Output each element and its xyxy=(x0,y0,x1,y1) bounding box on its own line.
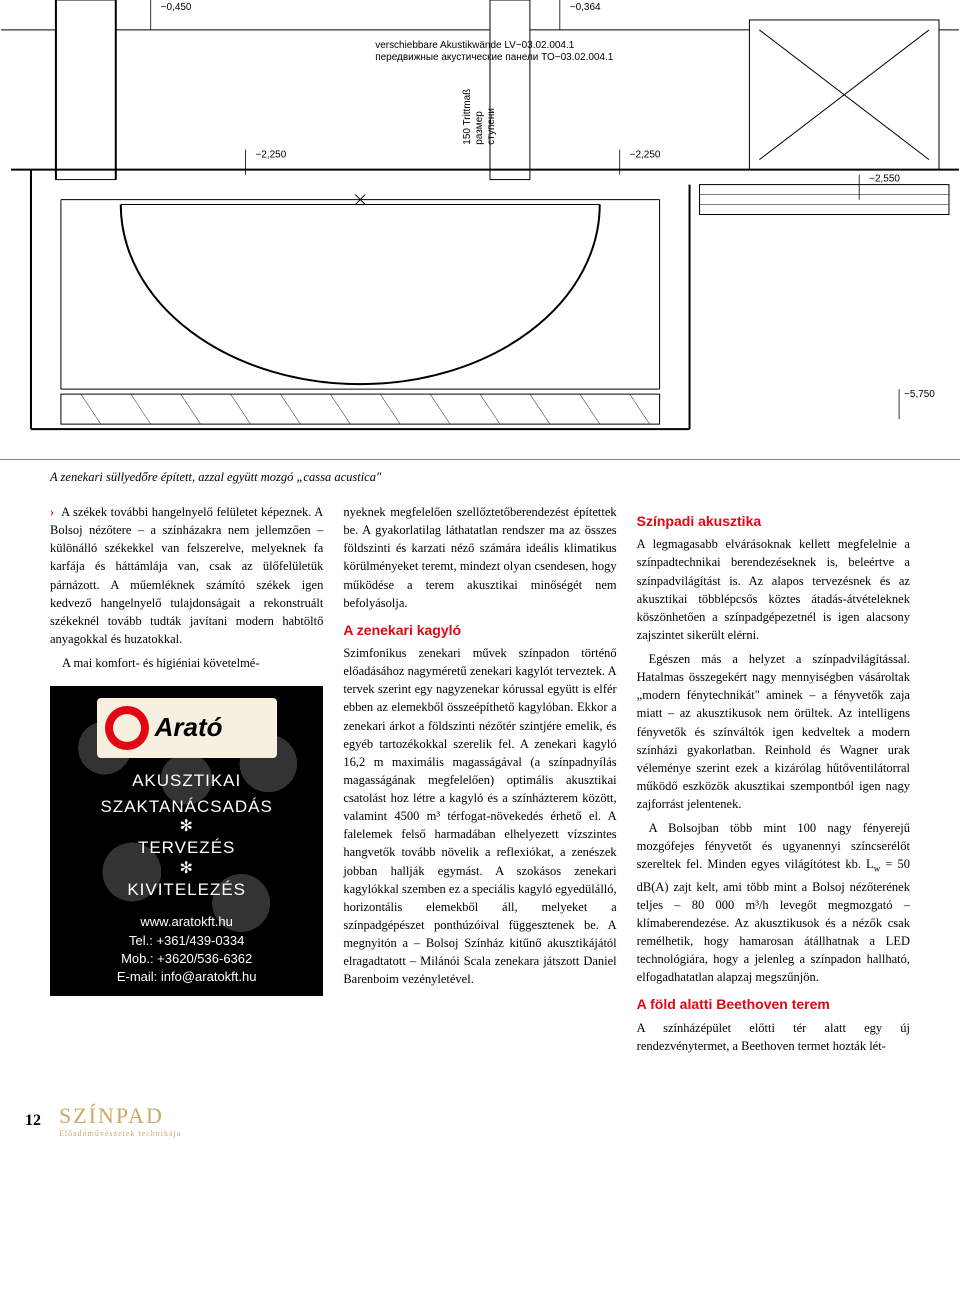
level-0364: −0,364 xyxy=(570,2,601,13)
page: −0,450 −0,364 −2,250 −2,250 −2,550 −5,75… xyxy=(0,0,960,1151)
chevron-icon: › xyxy=(50,505,54,519)
page-number: 12 xyxy=(25,1112,41,1130)
footer-brand: SZÍNPAD xyxy=(59,1103,164,1128)
level-2250a: −2,250 xyxy=(255,150,286,161)
col3-p1: A legmagasabb elvárásoknak kellett megfe… xyxy=(637,535,910,644)
ad-url: www.aratokft.hu xyxy=(50,913,323,931)
col3-h1: Színpadi akusztika xyxy=(637,511,910,531)
svg-text:ступени: ступени xyxy=(486,108,497,145)
ad-star-icon: ✻ xyxy=(50,819,323,835)
col3-p2: Egészen más a helyzet a színpadvilágítás… xyxy=(637,650,910,813)
ad-email: E-mail: info@aratokft.hu xyxy=(50,968,323,986)
col3-p3: A Bolsojban több mint 100 nagy fényerejű… xyxy=(637,819,910,986)
page-footer: 12 SZÍNPAD Előadóművészetek technikája xyxy=(0,1091,960,1151)
ad-star-icon: ✻ xyxy=(50,861,323,877)
level-5750: −5,750 xyxy=(904,389,935,400)
col3-p4: A színházépület előtti tér alatt egy új … xyxy=(637,1019,910,1055)
col3-h2: A föld alatti Beethoven terem xyxy=(637,994,910,1014)
figure-caption: A zenekari süllyedőre épített, azzal egy… xyxy=(0,460,960,503)
sun-icon xyxy=(105,706,149,750)
ad-tel: Tel.: +361/439-0334 xyxy=(50,932,323,950)
article-body: › A székek további hangelnyelő felületet… xyxy=(0,503,960,1091)
level-2250b: −2,250 xyxy=(630,150,661,161)
drawing-text-de: verschiebbare Akustikwände LV−03.02.004.… xyxy=(375,40,575,51)
ad-mob: Mob.: +3620/536-6362 xyxy=(50,950,323,968)
column-2: nyeknek megfelelően szellőztetőberendezé… xyxy=(343,503,616,1061)
col1-p2: A mai komfort- és higiéniai követelmé- xyxy=(50,654,323,672)
drawing-vert-label: 150 Trittmaß xyxy=(462,89,473,145)
level-0450: −0,450 xyxy=(161,2,192,13)
level-2550: −2,550 xyxy=(869,174,900,185)
advertisement: Arató AKUSZTIKAI SZAKTANÁCSADÁS ✻ TERVEZ… xyxy=(50,686,323,996)
col2-p2: Szimfonikus zenekari művek színpadon tör… xyxy=(343,644,616,988)
ad-line4: KIVITELEZÉS xyxy=(50,877,323,903)
col1-p1: A székek további hangelnyelő felületet k… xyxy=(50,505,323,646)
column-1: › A székek további hangelnyelő felületet… xyxy=(50,503,323,1061)
svg-text:размер: размер xyxy=(474,111,485,145)
col2-h1: A zenekari kagyló xyxy=(343,620,616,640)
ad-line2: SZAKTANÁCSADÁS xyxy=(50,794,323,820)
drawing-text-ru: передвижные акустические панели TO−03.02… xyxy=(375,52,614,63)
ad-line1: AKUSZTIKAI xyxy=(50,768,323,794)
column-3: Színpadi akusztika A legmagasabb elvárás… xyxy=(637,503,910,1061)
ad-brand: Arató xyxy=(155,709,223,747)
footer-sub: Előadóművészetek technikája xyxy=(59,1129,181,1138)
technical-drawing: −0,450 −0,364 −2,250 −2,250 −2,550 −5,75… xyxy=(0,0,960,460)
col2-p1: nyeknek megfelelően szellőztetőberendezé… xyxy=(343,503,616,612)
ad-logo: Arató xyxy=(97,698,277,758)
ad-line3: TERVEZÉS xyxy=(50,835,323,861)
